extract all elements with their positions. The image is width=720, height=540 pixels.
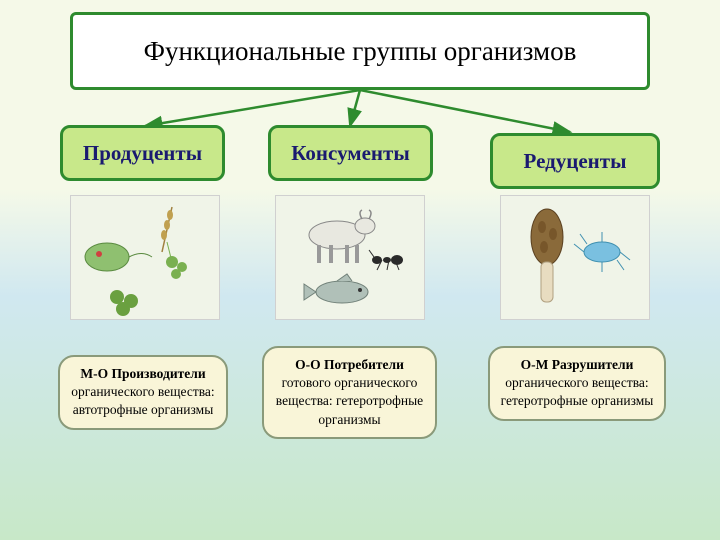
category-label: Редуценты — [524, 150, 627, 172]
category-label: Консументы — [291, 142, 409, 164]
title-box: Функциональные группы организмов — [70, 12, 650, 90]
description-consumers: О-О Потребители готового органического в… — [262, 346, 437, 439]
reducers-svg — [507, 202, 643, 317]
category-label: Продуценты — [83, 142, 202, 164]
desc-head: О-О Потребители — [295, 357, 404, 372]
title-text: Функциональные группы организмов — [144, 35, 577, 67]
consumers-svg — [282, 202, 418, 317]
desc-body: органического вещества: гетеротрофные ор… — [501, 375, 654, 408]
desc-head: М-О Производители — [80, 366, 205, 381]
category-consumers: Консументы — [268, 125, 433, 181]
illustration-producers — [70, 195, 220, 320]
producers-svg — [77, 202, 213, 317]
category-producers: Продуценты — [60, 125, 225, 181]
desc-head: О-М Разрушители — [521, 357, 634, 372]
desc-body: органического вещества: автотрофные орга… — [71, 384, 214, 417]
illustration-consumers — [275, 195, 425, 320]
description-producers: М-О Производители органического вещества… — [58, 355, 228, 430]
description-reducers: О-М Разрушители органического вещества: … — [488, 346, 666, 421]
category-reducers: Редуценты — [490, 133, 660, 189]
illustration-reducers — [500, 195, 650, 320]
desc-body: готового органического вещества: гетерот… — [276, 375, 423, 426]
